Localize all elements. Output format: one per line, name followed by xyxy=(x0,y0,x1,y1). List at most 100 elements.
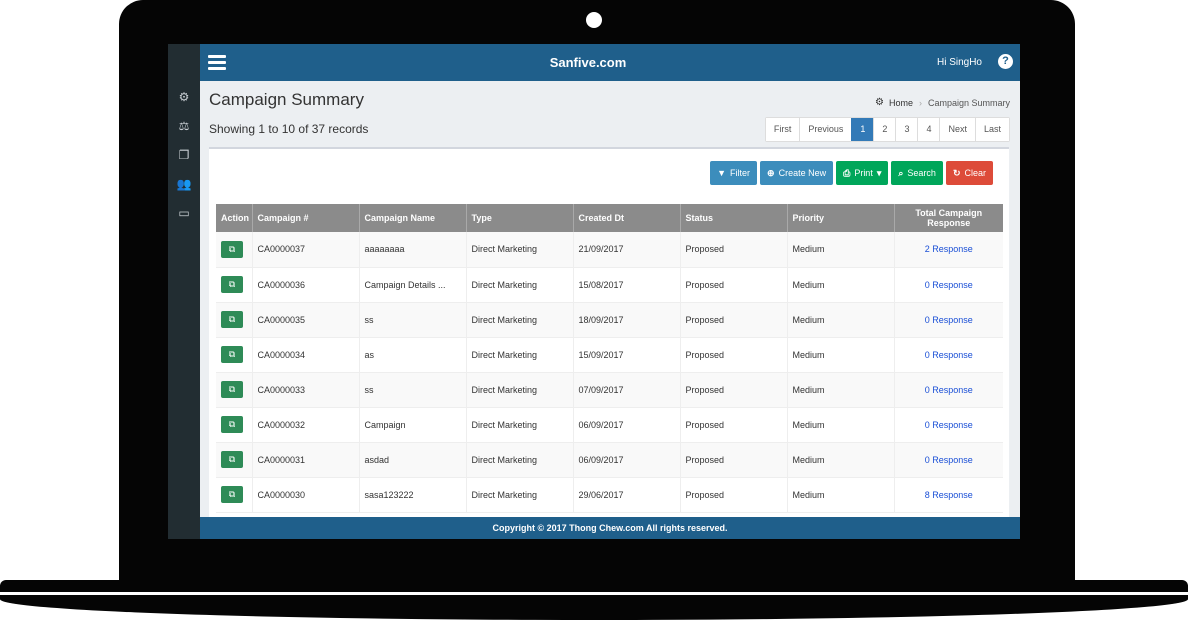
user-greeting[interactable]: Hi SingHo xyxy=(936,57,982,68)
table-row[interactable]: ⧉ CA0000031 asdad Direct Marketing 06/09/201… xyxy=(216,442,1003,478)
search-button-label: Search xyxy=(907,168,936,178)
campaign-name-cell: ss xyxy=(359,372,467,408)
search-icon: ⌕ xyxy=(898,167,904,178)
open-external-icon[interactable]: ⧉ xyxy=(221,486,243,503)
response-link[interactable]: 2 Response xyxy=(924,244,973,255)
type-cell: Direct Marketing xyxy=(466,302,574,338)
campaign-name-cell: sasa123222 xyxy=(359,477,467,513)
response-link[interactable]: 0 Response xyxy=(924,454,973,465)
sidebar-item-users-icon[interactable]: 👥 xyxy=(176,177,192,191)
table-body: ⧉ CA0000037 aaaaaaaa Direct Marketing 21/09/… xyxy=(216,232,1003,513)
status-cell: Proposed xyxy=(680,267,788,303)
menu-toggle-icon[interactable] xyxy=(208,55,226,70)
help-icon[interactable]: ? xyxy=(998,54,1013,69)
sidebar-item-desktop-icon[interactable]: ▭ xyxy=(178,206,190,220)
table-row[interactable]: ⧉ CA0000034 as Direct Marketing 15/09/2017 Pr… xyxy=(216,337,1003,373)
campaign-number-cell: CA0000033 xyxy=(252,372,360,408)
print-icon: ⎙ xyxy=(843,167,851,178)
total-response-cell: 8 Response xyxy=(894,477,1003,513)
open-external-icon[interactable]: ⧉ xyxy=(221,346,243,363)
open-external-icon[interactable]: ⧉ xyxy=(221,276,243,293)
pagination-previous[interactable]: Previous xyxy=(799,118,852,141)
response-link[interactable]: 8 Response xyxy=(924,489,973,500)
laptop-base xyxy=(0,580,1188,592)
status-cell: Proposed xyxy=(680,407,788,443)
table-header-row: Action Campaign # Campaign Name Type Cre… xyxy=(216,204,1003,232)
column-header-type[interactable]: Type xyxy=(466,204,574,232)
column-header-campaign-number[interactable]: Campaign # xyxy=(252,204,360,232)
open-external-icon[interactable]: ⧉ xyxy=(221,240,243,258)
open-external-icon[interactable]: ⧉ xyxy=(221,416,243,433)
print-button[interactable]: ⎙ Print ▾ xyxy=(836,161,889,185)
column-header-total-response[interactable]: Total Campaign Response xyxy=(894,204,1003,232)
campaign-name-cell: Campaign Details ... xyxy=(359,267,467,303)
table-row[interactable]: ⧉ CA0000032 Campaign Direct Marketing 06/09/… xyxy=(216,407,1003,443)
campaign-table: Action Campaign # Campaign Name Type Cre… xyxy=(216,204,1003,513)
table-row[interactable]: ⧉ CA0000030 sasa123222 Direct Marketing 29/0… xyxy=(216,477,1003,513)
sidebar-item-copy-icon[interactable]: ❐ xyxy=(178,148,190,162)
campaign-name-cell: aaaaaaaa xyxy=(359,232,467,268)
pagination-page-2[interactable]: 2 xyxy=(873,118,896,141)
created-dt-cell: 29/06/2017 xyxy=(573,477,681,513)
breadcrumb-separator: › xyxy=(918,97,922,108)
table-row[interactable]: ⧉ CA0000035 ss Direct Marketing 18/09/2017 Pr… xyxy=(216,302,1003,338)
column-header-status[interactable]: Status xyxy=(680,204,788,232)
type-cell: Direct Marketing xyxy=(466,372,574,408)
breadcrumb-home-link[interactable]: Home xyxy=(888,97,913,108)
status-cell: Proposed xyxy=(680,477,788,513)
sidebar-item-cubes-icon[interactable]: ⚙ xyxy=(178,90,190,104)
column-header-priority[interactable]: Priority xyxy=(787,204,895,232)
pagination-page-3[interactable]: 3 xyxy=(895,118,918,141)
table-row[interactable]: ⧉ CA0000036 Campaign Details ... Direct Mar… xyxy=(216,267,1003,303)
filter-button[interactable]: ▼ Filter xyxy=(710,161,758,185)
action-cell: ⧉ xyxy=(216,267,253,303)
pagination-last[interactable]: Last xyxy=(974,118,1009,141)
content-panel: ▼ Filter ⊕ Create New ⎙ Print ▾ ⌕ Search… xyxy=(209,149,1009,539)
open-external-icon[interactable]: ⧉ xyxy=(221,381,243,398)
breadcrumb: ⚙ Home › Campaign Summary xyxy=(875,97,1010,108)
response-link[interactable]: 0 Response xyxy=(924,314,973,325)
total-response-cell: 0 Response xyxy=(894,372,1003,408)
record-count: Showing 1 to 10 of 37 records xyxy=(209,122,369,136)
action-cell: ⧉ xyxy=(216,372,253,408)
action-cell: ⧉ xyxy=(216,442,253,478)
top-navbar: Sanfive.com Hi SingHo ? xyxy=(200,44,1020,81)
response-link[interactable]: 0 Response xyxy=(924,384,973,395)
create-new-button-label: Create New xyxy=(778,168,827,178)
camera xyxy=(586,12,602,28)
total-response-cell: 0 Response xyxy=(894,302,1003,338)
column-header-action[interactable]: Action xyxy=(216,204,253,232)
create-new-button[interactable]: ⊕ Create New xyxy=(760,161,834,185)
panel-top-border xyxy=(209,147,1009,149)
total-response-cell: 0 Response xyxy=(894,267,1003,303)
table-row[interactable]: ⧉ CA0000033 ss Direct Marketing 07/09/2017 Pr… xyxy=(216,372,1003,408)
table-row[interactable]: ⧉ CA0000037 aaaaaaaa Direct Marketing 21/09/… xyxy=(216,232,1003,268)
sidebar: ⚙ ⚖ ❐ 👥 ▭ xyxy=(168,44,200,539)
campaign-number-cell: CA0000034 xyxy=(252,337,360,373)
priority-cell: Medium xyxy=(787,267,895,303)
column-header-campaign-name[interactable]: Campaign Name xyxy=(359,204,467,232)
pagination-page-4[interactable]: 4 xyxy=(917,118,940,141)
campaign-number-cell: CA0000035 xyxy=(252,302,360,338)
total-response-cell: 0 Response xyxy=(894,442,1003,478)
response-link[interactable]: 0 Response xyxy=(924,349,973,360)
pagination-page-1[interactable]: 1 xyxy=(851,118,874,141)
total-response-cell: 2 Response xyxy=(894,232,1003,268)
column-header-created-dt[interactable]: Created Dt xyxy=(573,204,681,232)
response-link[interactable]: 0 Response xyxy=(924,419,973,430)
open-external-icon[interactable]: ⧉ xyxy=(221,311,243,328)
priority-cell: Medium xyxy=(787,407,895,443)
sidebar-item-balance-scale-icon[interactable]: ⚖ xyxy=(178,119,190,133)
created-dt-cell: 07/09/2017 xyxy=(573,372,681,408)
clear-button[interactable]: ↻ Clear xyxy=(945,161,993,185)
laptop-base-divider xyxy=(0,592,1188,595)
caret-down-icon: ▾ xyxy=(876,167,882,178)
response-link[interactable]: 0 Response xyxy=(924,279,973,290)
total-response-cell: 0 Response xyxy=(894,337,1003,373)
type-cell: Direct Marketing xyxy=(466,477,574,513)
pagination-first[interactable]: First xyxy=(765,118,800,141)
open-external-icon[interactable]: ⧉ xyxy=(221,451,243,468)
app-screen: ⚙ ⚖ ❐ 👥 ▭ Sanfive.com Hi SingHo ? Campai… xyxy=(168,44,1020,539)
search-button[interactable]: ⌕ Search xyxy=(891,161,943,185)
pagination-next[interactable]: Next xyxy=(939,118,975,141)
